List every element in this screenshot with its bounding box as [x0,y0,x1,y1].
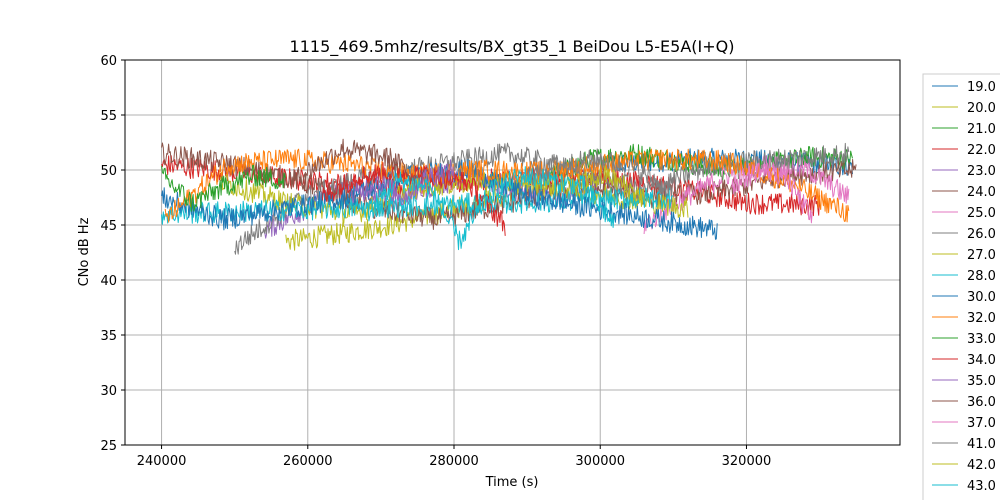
legend-label: 42.0 [967,458,996,473]
y-tick-label: 50 [100,164,117,179]
x-tick-label: 260000 [283,454,333,469]
y-tick-label: 30 [100,384,117,399]
y-tick-label: 40 [100,274,117,289]
y-tick-label: 35 [100,329,117,344]
legend-label: 24.0 [967,185,996,200]
legend-label: 26.0 [967,227,996,242]
y-axis: 25 30 35 40 45 50 55 60 [100,54,125,454]
series-line-36.0 [292,138,418,191]
x-tick-label: 280000 [429,454,479,469]
legend-label: 21.0 [967,122,996,137]
series-line-41.0 [526,148,674,198]
legend-box [922,73,1000,500]
legend-label: 35.0 [967,374,996,389]
legend-label: 37.0 [967,416,996,431]
series-line-43.0 [365,166,616,251]
series-line-25.0 [643,155,850,235]
y-tick-label: 55 [100,109,117,124]
y-tick-label: 60 [100,54,117,69]
legend: 19.0 20.0 21.0 22.0 23.0 24.0 25.0 26.0 27.0 28.0… [922,73,1000,500]
legend-label: 19.0 [967,80,996,95]
y-tick-label: 25 [100,439,117,454]
legend-label: 28.0 [967,269,996,284]
legend-label: 22.0 [967,143,996,158]
legend-label: 27.0 [967,248,996,263]
chart-title: 1115_469.5mhz/results/BX_gt35_1 BeiDou L… [290,37,735,57]
plot-area [161,138,857,255]
legend-label: 23.0 [967,164,996,179]
plot-frame [124,59,901,446]
legend-label: 25.0 [967,206,996,221]
legend-label: 43.0 [967,479,996,494]
series-line-27.0 [219,170,689,224]
legend-label: 32.0 [967,311,996,326]
legend-label: 20.0 [967,101,996,116]
series-line-33.0 [161,164,286,212]
x-tick-label: 240000 [137,454,187,469]
x-axis: 240000 260000 280000 300000 320000 [137,445,772,469]
x-tick-label: 320000 [722,454,772,469]
legend-label: 34.0 [967,353,996,368]
y-tick-label: 45 [100,219,117,234]
legend-label: 30.0 [967,290,996,305]
series-line-32.0 [164,148,850,223]
legend-label: 36.0 [967,395,996,410]
x-tick-label: 300000 [575,454,625,469]
series-line-35.0 [351,159,455,206]
x-axis-label: Time (s) [485,475,539,490]
series-line-37.0 [731,162,813,224]
legend-label: 33.0 [967,332,996,347]
y-axis-label: CNo dB Hz [77,217,92,286]
legend-label: 41.0 [967,437,996,452]
